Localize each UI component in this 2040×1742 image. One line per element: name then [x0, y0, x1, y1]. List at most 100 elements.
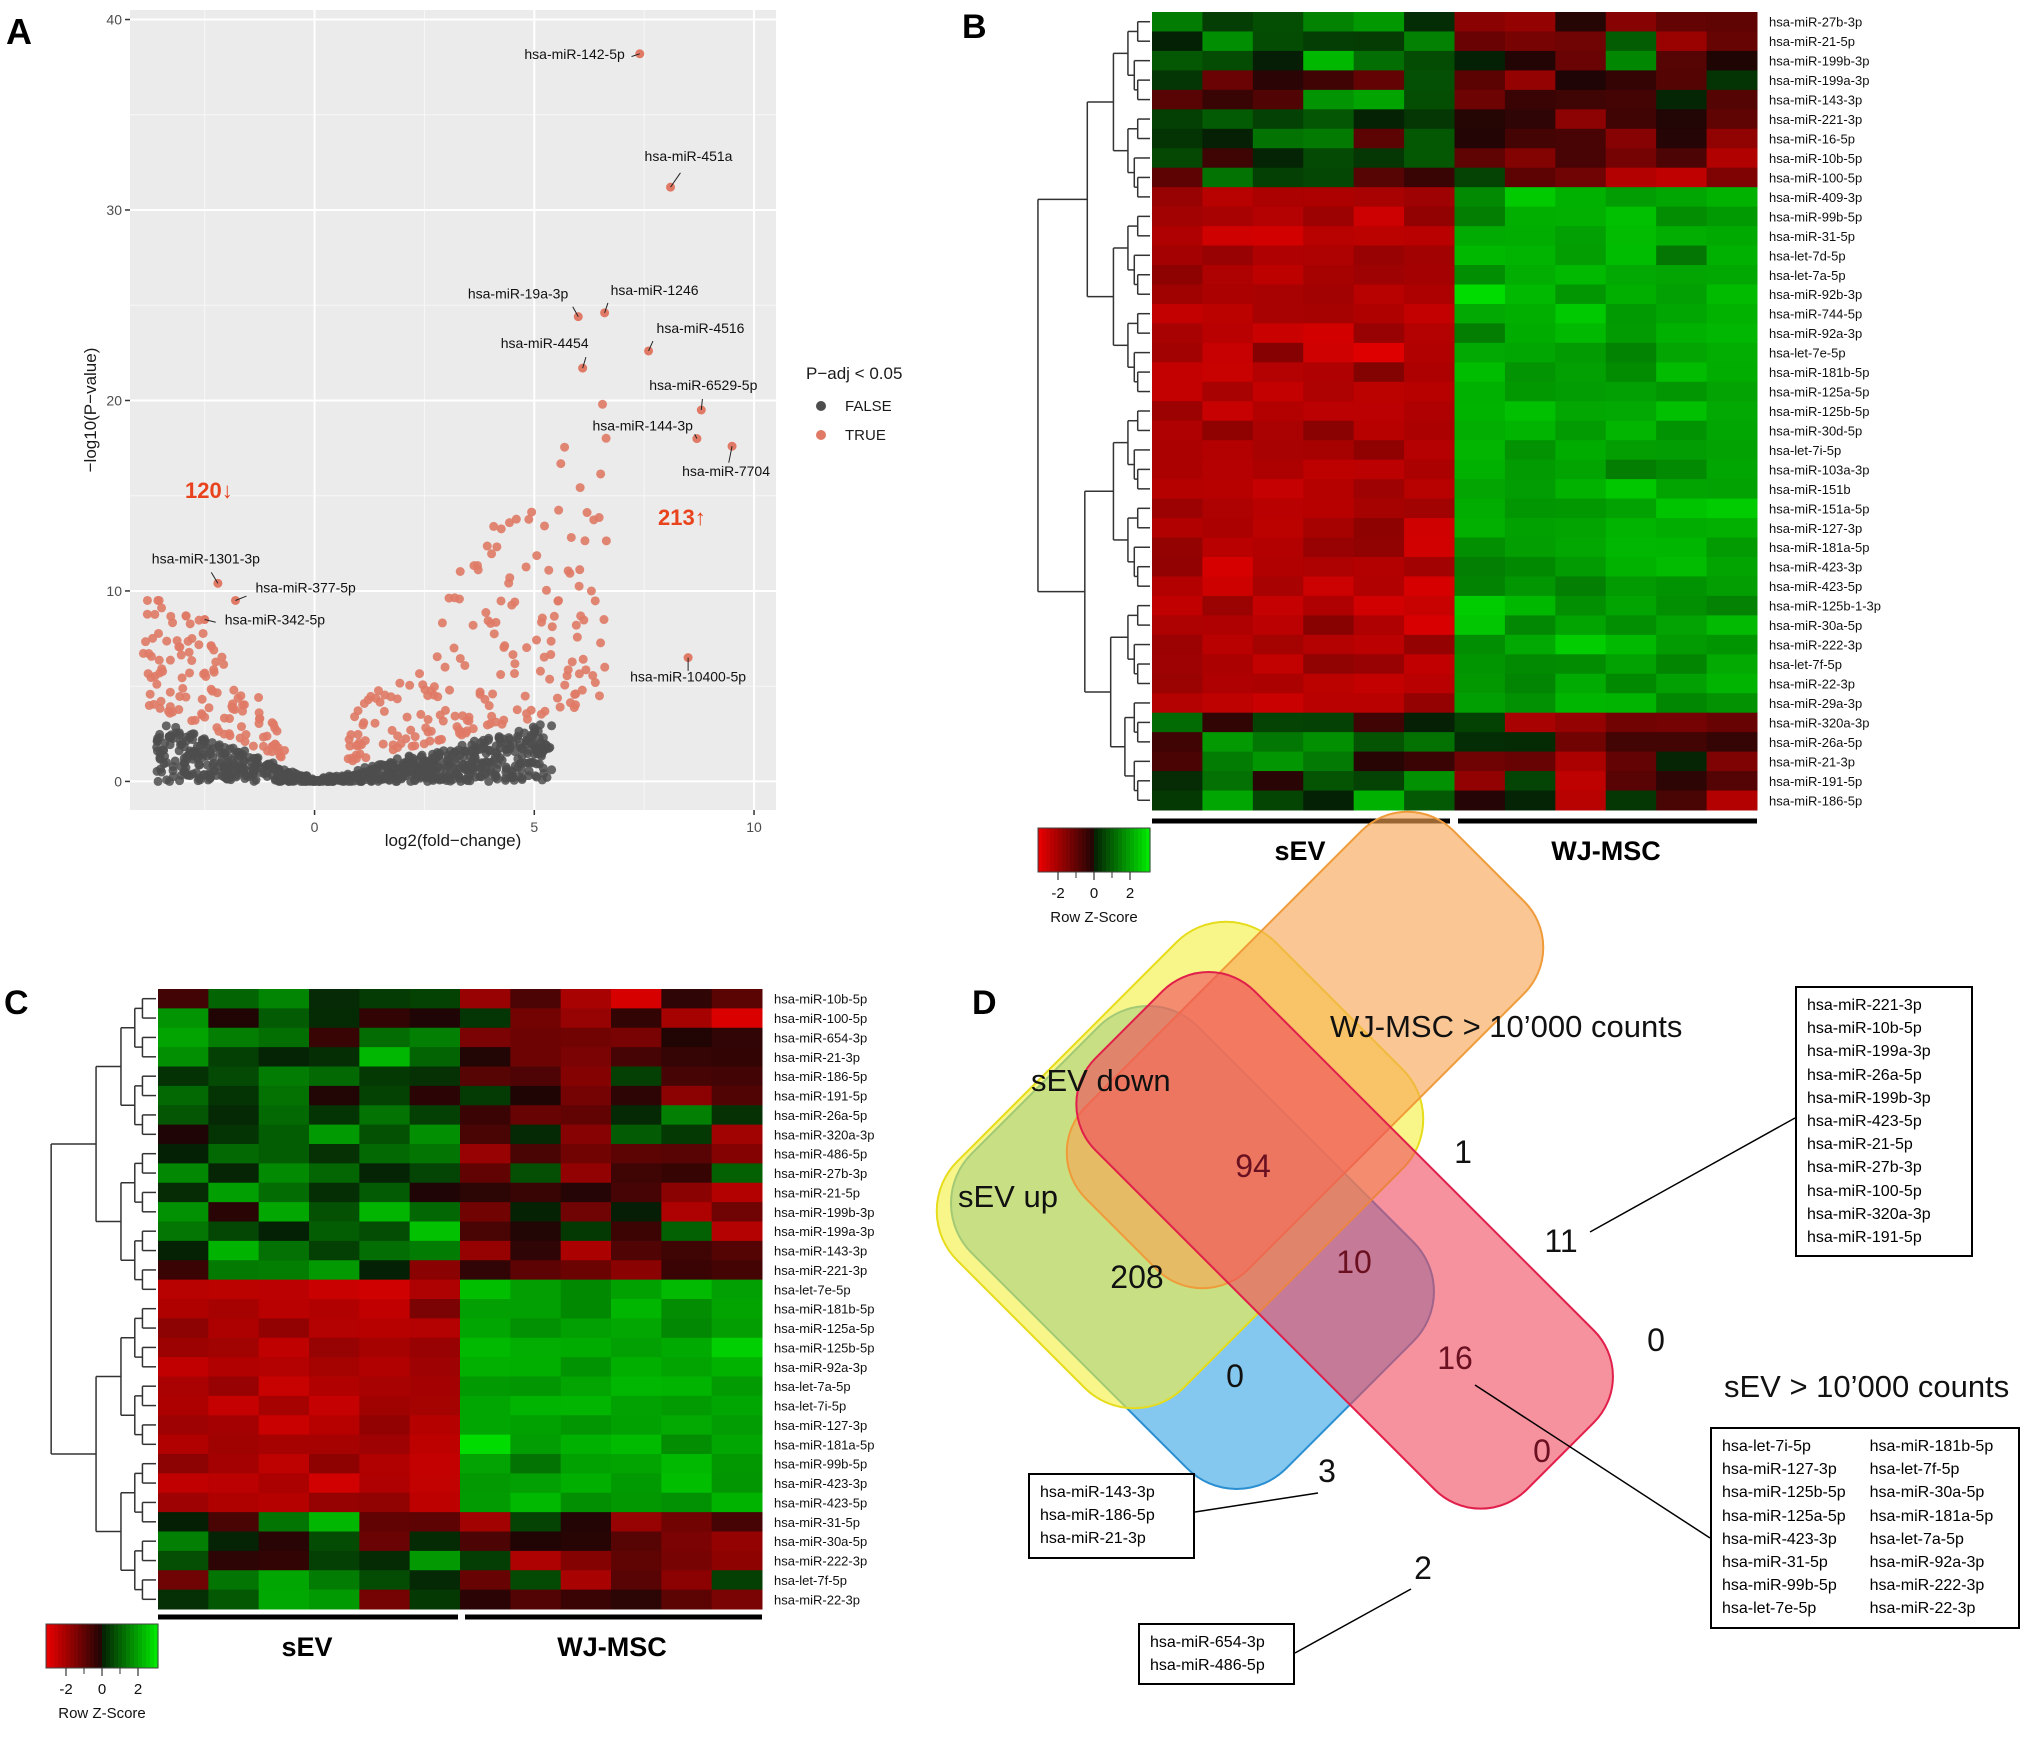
heatmap-cell: [158, 1337, 209, 1358]
point-false: [451, 769, 461, 779]
heatmap-cell: [510, 1454, 562, 1474]
heatmap-cell: [1252, 693, 1304, 714]
row-label: hsa-miR-22-3p: [1769, 676, 1855, 691]
heatmap-cell: [359, 1512, 411, 1532]
point-true: [532, 635, 542, 645]
heatmap-cell: [1252, 790, 1304, 811]
point-true: [144, 649, 154, 659]
scale-swatch: [106, 1624, 111, 1668]
heatmap-cell: [711, 1376, 763, 1397]
heatmap-cell: [711, 1318, 763, 1339]
heatmap-cell: [1404, 498, 1455, 519]
heatmap-cell: [560, 1299, 612, 1319]
heatmap-cell: [1454, 109, 1506, 130]
heatmap-cell: [711, 1008, 763, 1029]
heatmap-cell: [208, 1492, 260, 1513]
heatmap-cell: [1202, 362, 1254, 383]
scale-swatch: [1050, 828, 1055, 872]
heatmap-cell: [1152, 790, 1203, 811]
set-label-sev-10000: sEV > 10’000 counts: [1724, 1369, 2009, 1404]
heatmap-cell: [1252, 381, 1304, 402]
point-true: [276, 752, 286, 762]
heatmap-cell: [1555, 128, 1607, 149]
scale-swatch: [1074, 828, 1079, 872]
heatmap-cell: [711, 1240, 763, 1261]
heatmap-cell: [1303, 50, 1355, 71]
point-true: [455, 728, 465, 738]
heatmap-cell: [208, 1454, 260, 1474]
callout-mirna: hsa-let-7a-5p: [1869, 1530, 1964, 1548]
heatmap-cell: [1252, 615, 1304, 636]
heatmap-cell: [1152, 673, 1203, 694]
point-true: [142, 609, 152, 619]
heatmap-cell: [1504, 751, 1556, 772]
count-16: 16: [1437, 1340, 1473, 1376]
heatmap-cell: [611, 1221, 662, 1242]
point-true: [248, 741, 258, 751]
heatmap-cell: [1252, 245, 1304, 266]
point-true: [178, 683, 188, 693]
heatmap-cell: [1504, 556, 1556, 577]
heatmap-cell: [1152, 459, 1203, 480]
heatmap-cell: [409, 1434, 461, 1455]
heatmap-cell: [1353, 537, 1405, 558]
heatmap-cell: [409, 1550, 461, 1571]
point-false: [239, 763, 249, 773]
heatmap-cell: [1605, 12, 1657, 32]
heatmap-cell: [1404, 70, 1455, 91]
heatmap-cell: [1353, 303, 1405, 324]
point-true: [214, 726, 224, 736]
row-label: hsa-miR-199a-3p: [1769, 73, 1869, 88]
heatmap-cell: [1303, 362, 1355, 383]
point-true: [555, 702, 565, 712]
heatmap-cell: [661, 1105, 713, 1126]
heatmap-cell: [1303, 128, 1355, 149]
point-true: [586, 586, 596, 596]
heatmap-cell: [611, 1202, 662, 1222]
heatmap-cell: [1605, 615, 1657, 636]
heatmap-cell: [460, 1376, 511, 1397]
panel-label-b: B: [962, 8, 987, 46]
callout-mirna: hsa-miR-199a-3p: [1807, 1043, 1931, 1061]
heatmap-cell: [1252, 303, 1304, 324]
heatmap-cell: [1454, 420, 1506, 441]
heatmap-cell: [611, 1279, 662, 1300]
scale-swatch: [62, 1624, 67, 1668]
point-true: [544, 565, 554, 575]
row-label: hsa-miR-744-5p: [1769, 307, 1862, 322]
heatmap-cell: [1656, 440, 1708, 461]
heatmap-cell: [1252, 498, 1304, 519]
heatmap-cell: [1353, 187, 1405, 208]
heatmap-cell: [1152, 323, 1203, 344]
point-true: [473, 565, 483, 575]
heatmap-cell: [1152, 634, 1203, 655]
heatmap-cell: [1404, 303, 1455, 324]
callout-mirna: hsa-miR-181a-5p: [1869, 1507, 1994, 1525]
heatmap-cell: [1202, 537, 1254, 558]
heatmap-cell: [1706, 498, 1758, 519]
point-false: [447, 750, 457, 760]
point-true: [393, 731, 403, 741]
callout-mirna: hsa-miR-143-3p: [1040, 1484, 1155, 1501]
heatmap-cell: [460, 1144, 511, 1164]
heatmap-cell: [1504, 518, 1556, 539]
heatmap-cell: [510, 1066, 562, 1087]
heatmap-cell: [661, 1182, 713, 1203]
heatmap-cell: [1706, 89, 1758, 110]
heatmap-cell: [1555, 634, 1607, 655]
heatmap-cell: [1202, 303, 1254, 324]
point-true: [599, 615, 609, 625]
heatmap-cell: [560, 1163, 612, 1184]
heatmap-cell: [1353, 615, 1405, 636]
point-false: [249, 753, 259, 763]
point-false: [530, 771, 540, 781]
heatmap-cell: [1404, 206, 1455, 227]
row-label: hsa-miR-221-3p: [1769, 112, 1862, 127]
heatmap-cell: [1404, 479, 1455, 500]
heatmap-cell: [1202, 226, 1254, 247]
heatmap-cell: [661, 1260, 713, 1281]
heatmap-cell: [1454, 712, 1506, 733]
heatmap-cell: [1303, 89, 1355, 110]
heatmap-cell: [409, 1415, 461, 1436]
heatmap-cell: [1454, 771, 1506, 792]
